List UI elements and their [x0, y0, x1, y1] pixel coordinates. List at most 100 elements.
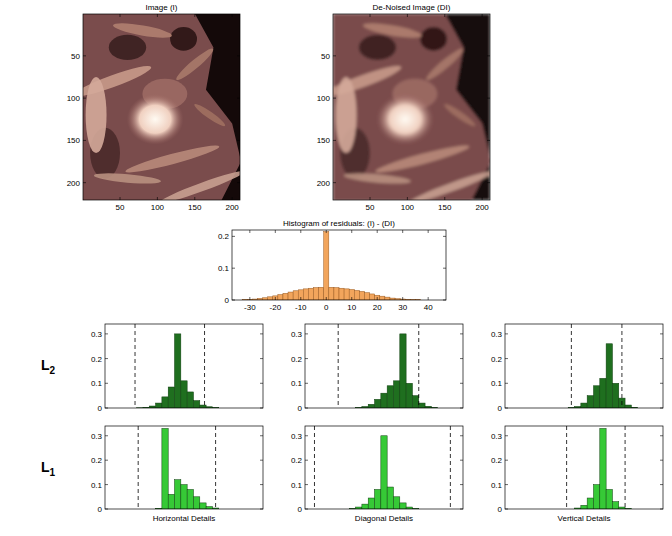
threshold-line: [450, 426, 451, 509]
y-tick: [460, 435, 463, 436]
threshold-line: [566, 426, 567, 509]
y-tick-label: 0.3: [91, 330, 103, 339]
y-tick: [505, 435, 508, 436]
y-tick: [333, 140, 336, 141]
image-texture: [333, 14, 490, 200]
y-tick: [460, 358, 463, 359]
plot-area: [305, 426, 463, 509]
histogram-bar: [303, 289, 308, 300]
plot-background: [305, 324, 463, 408]
histogram-bar: [400, 334, 406, 408]
plot-background: [505, 426, 663, 509]
histogram-bar: [168, 387, 174, 408]
histogram-bar: [319, 287, 324, 300]
histogram-bar: [308, 288, 313, 300]
histogram-bar: [298, 290, 303, 300]
y-tick: [260, 383, 263, 384]
histogram-bar: [283, 293, 288, 300]
x-tick: [444, 14, 445, 17]
histogram-bar: [600, 378, 606, 408]
x-tick-label: 200: [475, 203, 489, 212]
y-tick: [460, 333, 463, 334]
histogram-bar: [419, 403, 425, 408]
y-tick: [505, 358, 508, 359]
plot-area: [333, 14, 490, 200]
y-tick-label: 0.1: [218, 264, 230, 273]
y-tick: [505, 333, 508, 334]
plot-background: [305, 426, 463, 509]
histogram-bar: [606, 489, 612, 509]
x-tick: [300, 297, 301, 300]
threshold-line: [215, 426, 216, 509]
histogram-bar: [387, 386, 393, 408]
y-tick: [333, 98, 336, 99]
y-tick: [460, 383, 463, 384]
y-tick: [487, 182, 490, 183]
row-label: L1: [41, 459, 56, 478]
histogram-bar: [587, 396, 593, 408]
x-tick: [428, 230, 429, 233]
y-tick: [305, 358, 308, 359]
histogram-bar: [612, 502, 618, 509]
y-tick: [333, 55, 336, 56]
y-tick: [260, 509, 263, 510]
histogram-bar: [612, 383, 618, 408]
y-tick: [505, 484, 508, 485]
plot-background: [105, 324, 263, 408]
x-tick: [157, 197, 158, 200]
x-tick: [232, 197, 233, 200]
histogram-bar: [268, 297, 273, 300]
y-tick: [443, 300, 446, 301]
histogram-bar: [187, 489, 193, 509]
histogram-bar: [393, 381, 399, 408]
histogram-bar: [393, 497, 399, 509]
x-tick: [351, 297, 352, 300]
axes-frame: [305, 324, 463, 408]
histogram-bar: [400, 503, 406, 509]
y-tick: [460, 509, 463, 510]
y-tick-label: 50: [71, 52, 80, 61]
histogram-bar: [362, 504, 368, 509]
x-axis-label: Horizontal Details: [153, 514, 216, 523]
plot-area: [83, 14, 240, 200]
y-tick: [305, 333, 308, 334]
y-tick-label: 0.3: [291, 432, 303, 441]
x-tick: [482, 197, 483, 200]
x-tick: [402, 297, 403, 300]
x-tick: [326, 230, 327, 233]
y-tick-label: 0.3: [91, 432, 103, 441]
y-tick: [460, 408, 463, 409]
y-tick: [83, 140, 86, 141]
y-tick: [232, 300, 235, 301]
x-tick-label: 40: [424, 303, 433, 312]
histogram-bar: [625, 405, 631, 408]
histogram-bar: [193, 497, 199, 509]
x-tick: [407, 14, 408, 17]
histogram-bar: [381, 393, 387, 408]
histogram-bar: [581, 505, 587, 509]
histogram-bar: [344, 289, 349, 300]
y-tick-label: 0.2: [91, 456, 103, 465]
y-tick: [83, 55, 86, 56]
y-tick: [505, 460, 508, 461]
x-tick: [249, 297, 250, 300]
plot-area: [232, 230, 446, 300]
y-tick: [660, 383, 663, 384]
image-texture: [83, 14, 240, 200]
axes-frame: [505, 426, 663, 509]
axes-frame: [105, 324, 263, 408]
y-tick-label: 0.1: [91, 481, 103, 490]
y-tick-label: 100: [67, 94, 81, 103]
y-tick-label: 0: [298, 505, 303, 514]
y-tick: [460, 484, 463, 485]
x-tick: [157, 14, 158, 17]
y-tick-label: 200: [317, 179, 331, 188]
y-tick-label: 0.2: [218, 232, 230, 241]
y-tick-label: 100: [317, 94, 331, 103]
y-tick-label: 0: [98, 505, 103, 514]
x-tick-label: 30: [398, 303, 407, 312]
histogram-bar: [406, 383, 412, 408]
histogram-bar: [181, 485, 187, 509]
x-axis-label: Diagonal Details: [355, 514, 413, 523]
histogram-bar: [593, 386, 599, 408]
